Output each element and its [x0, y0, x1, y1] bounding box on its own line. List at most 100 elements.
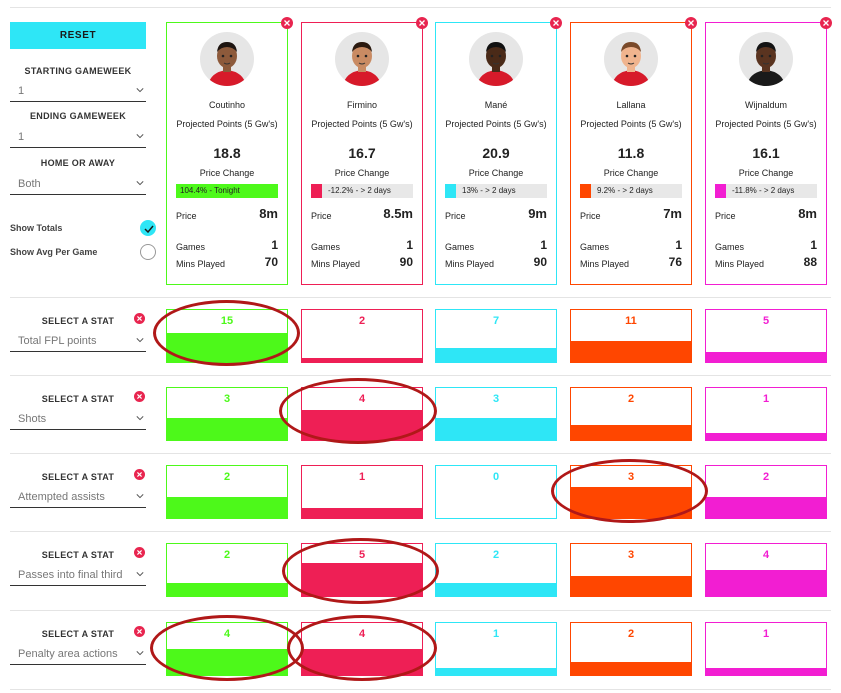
stat-select-dropdown[interactable]: Total FPL points [10, 330, 146, 352]
stat-fill-bar [706, 497, 826, 518]
home-away-select[interactable]: Both [10, 173, 146, 195]
remove-player-close-icon[interactable] [550, 17, 562, 29]
row-divider [10, 531, 831, 532]
player-name: Firmino [346, 100, 377, 110]
player-name: Coutinho [208, 100, 246, 110]
remove-player-close-icon[interactable] [820, 17, 832, 29]
ending-gameweek-value: 1 [18, 131, 25, 143]
stat-fill-bar [167, 418, 287, 440]
show-avg-radio[interactable] [140, 244, 156, 260]
filter-sidebar: RESET STARTING GAMEWEEK 1 ENDING GAMEWEE… [10, 22, 146, 195]
stat-select-value: Attempted assists [18, 491, 105, 503]
price-label: Price [311, 211, 332, 221]
projected-points-value: 20.9 [482, 145, 510, 161]
stat-select-dropdown[interactable]: Shots [10, 408, 146, 430]
stat-value-box: 4 [301, 387, 423, 441]
reset-button[interactable]: RESET [10, 22, 146, 49]
price-change-label: Price Change [199, 168, 255, 178]
games-row: Games 1 [176, 238, 278, 252]
stat-value-box: 11 [570, 309, 692, 363]
stat-value-box: 5 [705, 309, 827, 363]
games-row: Games 1 [715, 238, 817, 252]
price-change-label: Price Change [468, 168, 524, 178]
stat-value: 5 [358, 549, 366, 561]
games-value: 1 [406, 238, 413, 252]
player-avatar [335, 32, 389, 86]
stat-value-box: 2 [166, 543, 288, 597]
stat-value-box: 3 [166, 387, 288, 441]
remove-player-close-icon[interactable] [416, 17, 428, 29]
price-change-text: 9.2% - > 2 days [597, 186, 653, 195]
stat-fill-bar [167, 649, 287, 675]
stat-value-box: 3 [570, 465, 692, 519]
games-row: Games 1 [311, 238, 413, 252]
select-stat-label: SELECT A STAT [41, 629, 115, 639]
show-avg-toggle[interactable]: Show Avg Per Game [10, 242, 156, 262]
stat-value: 4 [223, 628, 231, 640]
price-change-fill [580, 184, 591, 198]
remove-stat-close-icon[interactable] [134, 626, 145, 637]
stat-fill-bar [436, 668, 556, 675]
top-divider [10, 7, 831, 8]
starting-gameweek-label: STARTING GAMEWEEK [24, 66, 132, 76]
games-value: 1 [540, 238, 547, 252]
games-value: 1 [810, 238, 817, 252]
stat-value-box: 3 [435, 387, 557, 441]
show-totals-radio[interactable] [140, 220, 156, 236]
remove-stat-close-icon[interactable] [134, 391, 145, 402]
stat-select-dropdown[interactable]: Passes into final third [10, 564, 146, 586]
player-avatar [739, 32, 793, 86]
starting-gameweek-select[interactable]: 1 [10, 80, 146, 102]
stat-fill-bar [302, 563, 422, 596]
player-card[interactable]: Firmino Projected Points (5 Gw's) 16.7 Pric… [301, 17, 428, 285]
price-change-fill [445, 184, 456, 198]
row-divider [10, 453, 831, 454]
price-label: Price [715, 211, 736, 221]
stat-value: 15 [220, 315, 234, 327]
player-card[interactable]: Lallana Projected Points (5 Gw's) 11.8 Pric… [570, 17, 697, 285]
price-value: 8m [259, 206, 278, 221]
stat-select-dropdown[interactable]: Penalty area actions [10, 643, 146, 665]
player-card[interactable]: Coutinho Projected Points (5 Gw's) 18.8 Pri… [166, 17, 293, 285]
stat-value-box: 15 [166, 309, 288, 363]
mins-played-value: 90 [399, 255, 413, 269]
mins-played-value: 76 [668, 255, 682, 269]
price-value: 8.5m [383, 206, 413, 221]
mins-played-row: Mins Played 88 [715, 255, 817, 269]
projected-points-label: Projected Points (5 Gw's) [311, 119, 413, 129]
remove-stat-close-icon[interactable] [134, 469, 145, 480]
mins-played-label: Mins Played [445, 259, 495, 269]
remove-player-close-icon[interactable] [281, 17, 293, 29]
mins-played-label: Mins Played [715, 259, 765, 269]
player-avatar [469, 32, 523, 86]
stat-value-box: 4 [705, 543, 827, 597]
remove-player-close-icon[interactable] [685, 17, 697, 29]
stat-value-box: 2 [570, 622, 692, 676]
stat-fill-bar [571, 662, 691, 675]
stat-value: 2 [358, 315, 366, 327]
player-card[interactable]: Mané Projected Points (5 Gw's) 20.9 Price C… [435, 17, 562, 285]
remove-stat-close-icon[interactable] [134, 547, 145, 558]
show-avg-label: Show Avg Per Game [10, 247, 98, 257]
stat-select-dropdown[interactable]: Attempted assists [10, 486, 146, 508]
stat-value: 5 [762, 315, 770, 327]
show-totals-toggle[interactable]: Show Totals [10, 218, 156, 238]
stat-select-value: Total FPL points [18, 335, 97, 347]
stat-value-box: 1 [435, 622, 557, 676]
price-change-bar: 104.4% - Tonight [176, 184, 278, 198]
checkmark-icon [144, 225, 154, 233]
projected-points-label: Projected Points (5 Gw's) [176, 119, 278, 129]
mins-played-row: Mins Played 90 [445, 255, 547, 269]
ending-gameweek-label: ENDING GAMEWEEK [29, 111, 126, 121]
ending-gameweek-select[interactable]: 1 [10, 126, 146, 148]
home-away-value: Both [18, 178, 41, 190]
price-change-text: 13% - > 2 days [462, 186, 516, 195]
games-label: Games [445, 242, 475, 252]
player-card[interactable]: Wijnaldum Projected Points (5 Gw's) 16.1 Pr… [705, 17, 832, 285]
price-value: 7m [663, 206, 682, 221]
remove-stat-close-icon[interactable] [134, 313, 145, 324]
price-value: 9m [528, 206, 547, 221]
stat-selector: SELECT A STAT Passes into final third [10, 547, 146, 586]
row-divider [10, 375, 831, 376]
mins-played-row: Mins Played 90 [311, 255, 413, 269]
